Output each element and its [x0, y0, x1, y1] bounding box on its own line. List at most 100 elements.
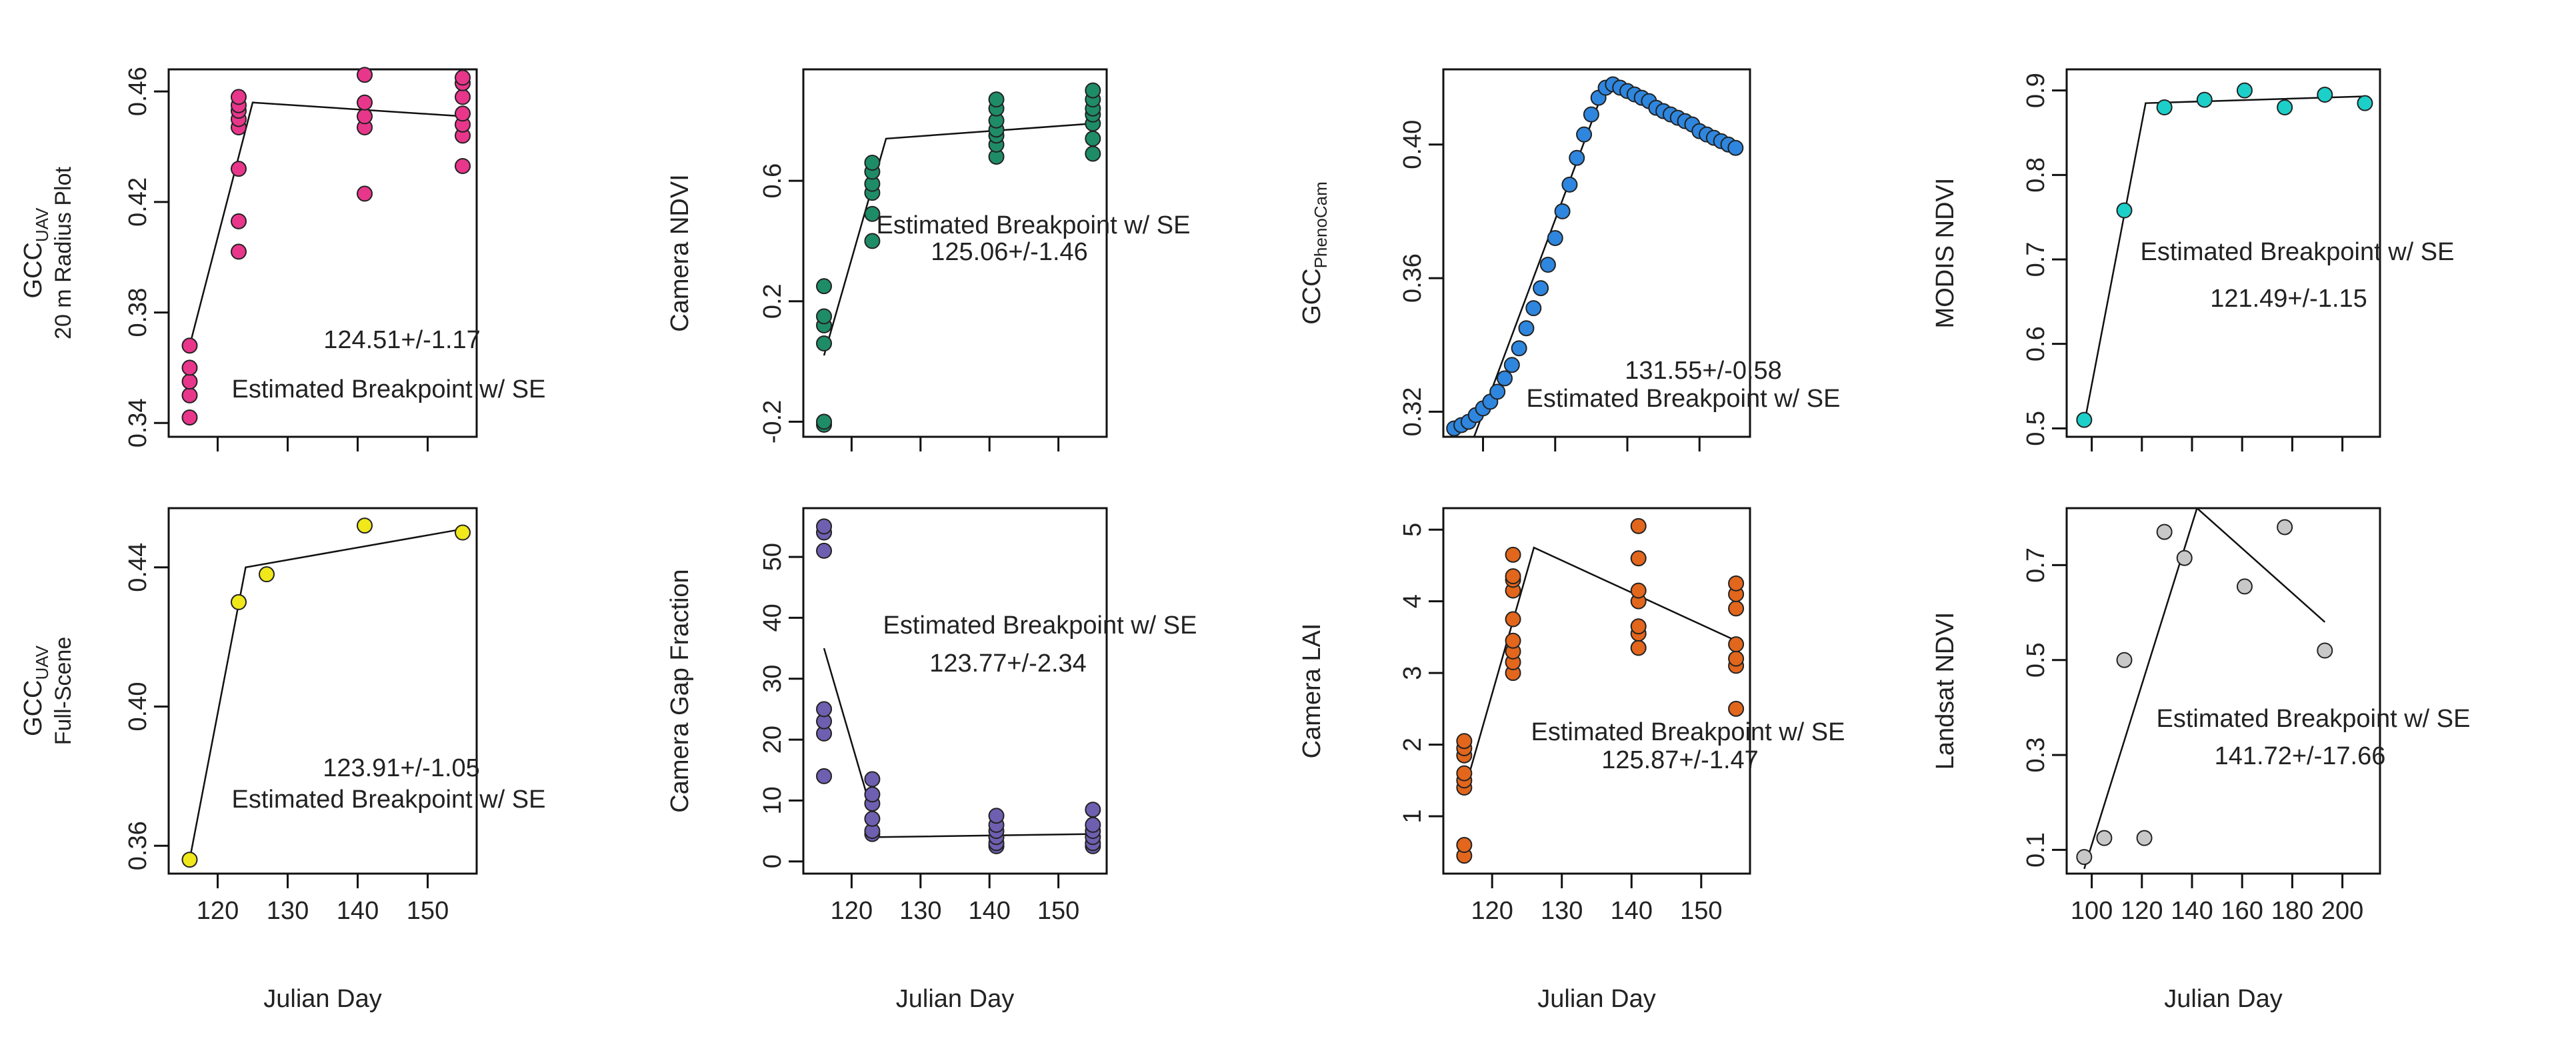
data-point: [1503, 357, 1520, 373]
data-point: [181, 373, 198, 390]
data-point: [1569, 149, 1585, 166]
data-point: [1505, 632, 1521, 649]
data-point: [455, 69, 471, 86]
data-point: [1085, 82, 1101, 99]
breakpoint-annotation: 141.72+/-17.66: [2215, 742, 2386, 770]
y-tick-label: -0.2: [759, 400, 787, 443]
data-point: [181, 359, 198, 376]
breakpoint-annotation: 123.77+/-2.34: [929, 650, 1087, 678]
data-point: [455, 524, 471, 541]
breakpoint-fit-line: [2083, 95, 2365, 425]
y-tick-label: 10: [759, 786, 787, 814]
data-point: [1456, 733, 1473, 750]
y-axis-label-main: GCC: [1298, 268, 1326, 324]
breakpoint-fit-line: [189, 528, 463, 860]
data-point: [2076, 411, 2093, 428]
y-tick-label: 5: [1399, 523, 1427, 537]
data-point: [231, 243, 247, 260]
y-tick-label: 0.8: [2022, 157, 2050, 193]
y-tick-label: 1: [1399, 809, 1427, 823]
x-tick-label: 130: [1541, 897, 1583, 925]
data-point: [988, 808, 1005, 824]
data-point: [2196, 91, 2213, 108]
data-point: [1456, 765, 1473, 782]
data-point: [1630, 582, 1647, 599]
data-point: [1547, 229, 1563, 246]
data-point: [816, 308, 833, 325]
data-point: [1630, 640, 1647, 656]
panel-modis-ndvi: 0.5 0.6 0.7 0.8 0.9 MODIS NDVI Estimated Break…: [1931, 68, 2455, 451]
plot-frame: [802, 68, 1108, 438]
data-point: [816, 768, 833, 784]
y-tick-label: 0.34: [124, 398, 152, 447]
breakpoint-annotation: Estimated Breakpoint w/ SE: [877, 211, 1191, 239]
plot-frame: [1442, 507, 1751, 875]
breakpoint-annotation: 121.49+/-1.15: [2210, 285, 2367, 313]
y-tick-label: 50: [759, 543, 787, 571]
data-point: [1518, 320, 1535, 337]
y-tick-label: 2: [1399, 738, 1427, 752]
data-point: [1489, 383, 1506, 400]
data-point: [181, 337, 198, 354]
y-tick-label: 30: [759, 665, 787, 693]
data-point: [2277, 519, 2293, 536]
plot-frame: [2065, 507, 2381, 875]
y-axis-label: GCCPhenoCam: [1298, 181, 1331, 325]
data-point: [1533, 280, 1549, 297]
breakpoint-annotation: 123.91+/-1.05: [323, 754, 480, 782]
plot-frame: [2065, 68, 2381, 438]
breakpoint-fit-line: [823, 123, 1093, 356]
panel-camera-ndvi: -0.2 0.2 0.6 Camera NDVI Estimated Breakpoin…: [666, 68, 1191, 451]
x-tick-label: 120: [1471, 897, 1513, 925]
y-axis-label: Camera LAI: [1298, 624, 1326, 759]
x-tick-label: 100: [2071, 897, 2113, 925]
x-axis-label: Julian Day: [1537, 985, 1655, 1013]
y-axis-label-line2: Full-Scene: [51, 637, 76, 746]
panel-camera-lai: 120 130 140 150 1 2 3 4 5 Camera LAI Julian Day Est…: [1298, 507, 1845, 1013]
data-point: [2236, 82, 2253, 99]
data-point: [455, 89, 471, 105]
breakpoint-annotation: Estimated Breakpoint w/ SE: [2157, 705, 2471, 733]
y-tick-label: 0.46: [124, 67, 152, 116]
data-point: [816, 413, 833, 430]
data-point: [2136, 830, 2153, 846]
data-point: [1583, 106, 1599, 123]
data-point: [357, 67, 373, 83]
data-point: [259, 566, 275, 583]
data-point: [1576, 126, 1593, 143]
data-point: [1505, 568, 1521, 585]
data-point: [1630, 517, 1647, 534]
y-tick-label: 0.3: [2022, 738, 2050, 773]
y-tick-label: 0.6: [2022, 326, 2050, 361]
data-point: [231, 161, 247, 177]
breakpoint-annotation: 124.51+/-1.17: [323, 326, 481, 354]
y-axis-label: MODIS NDVI: [1931, 178, 1959, 329]
panel-gcc-uav-fullscene: 120 130 140 150 0.36 0.40 0.44 GCCUAVFull-Scene…: [19, 507, 546, 1013]
data-point: [1728, 575, 1745, 592]
data-point: [1525, 300, 1542, 317]
x-tick-label: 130: [267, 897, 309, 925]
x-axis-label: Julian Day: [263, 985, 381, 1013]
data-point: [1561, 176, 1578, 193]
data-point: [2076, 849, 2093, 866]
breakpoint-annotation: 131.55+/-0.58: [1625, 357, 1782, 385]
data-point: [816, 335, 833, 351]
x-tick-label: 140: [969, 897, 1011, 925]
data-point: [1505, 611, 1521, 628]
data-point: [2236, 578, 2253, 595]
y-axis-label-line2: 20 m Radius Plot: [51, 166, 76, 339]
panel-camera-gap-fraction: 120 130 140 150 0 10 20 30 40 50 Camera Gap Fracti…: [666, 507, 1197, 1013]
y-axis-label: Camera NDVI: [666, 174, 694, 332]
y-tick-label: 0.40: [124, 682, 152, 732]
data-point: [1630, 618, 1647, 635]
x-tick-label: 150: [407, 897, 449, 925]
y-tick-label: 0.2: [759, 283, 787, 319]
data-point: [2277, 99, 2293, 115]
y-tick-label: 3: [1399, 666, 1427, 680]
y-tick-label: 0: [759, 854, 787, 868]
x-tick-label: 120: [831, 897, 873, 925]
x-tick-label: 140: [1611, 897, 1653, 925]
y-tick-label: 20: [759, 726, 787, 754]
y-tick-label: 0.1: [2022, 832, 2050, 868]
